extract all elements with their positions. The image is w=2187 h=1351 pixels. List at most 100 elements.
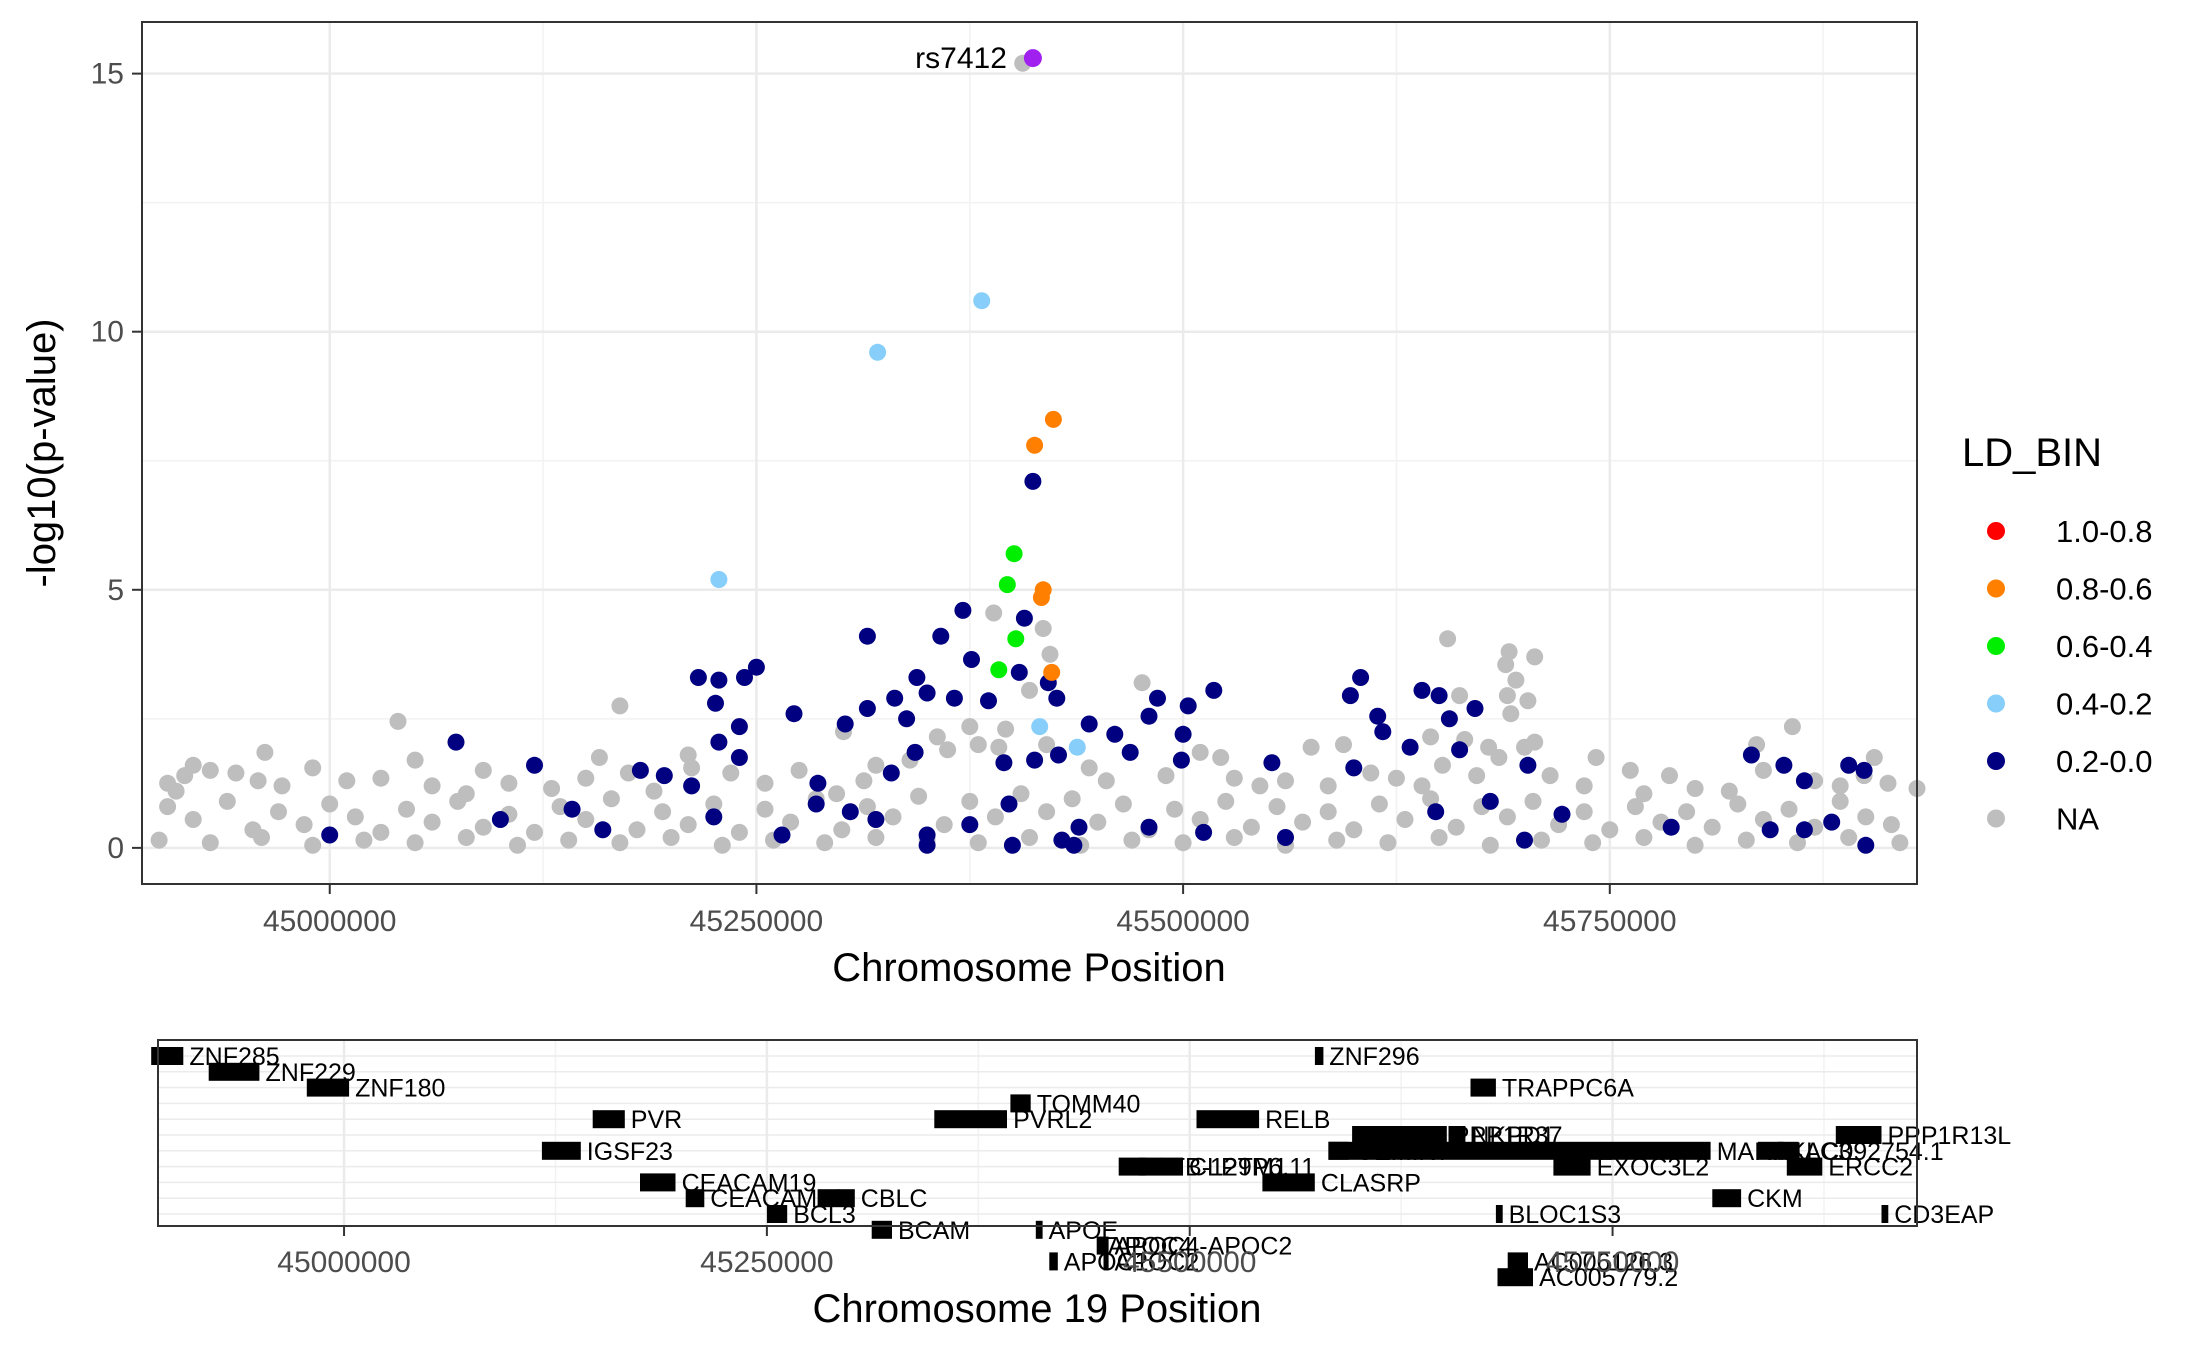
gene-x-axis-ticks: 45000000 45250000 45500000 45750000 bbox=[277, 1226, 1679, 1279]
data-point bbox=[611, 834, 629, 852]
gene-bar bbox=[1314, 1047, 1324, 1065]
gene-bar bbox=[1712, 1189, 1742, 1208]
x-tick-label: 45000000 bbox=[263, 905, 396, 938]
data-point bbox=[707, 694, 724, 712]
gene-bar bbox=[1786, 1157, 1823, 1176]
data-point bbox=[908, 669, 926, 686]
gene-bar bbox=[685, 1189, 705, 1208]
data-point bbox=[1294, 813, 1312, 831]
data-point bbox=[449, 792, 467, 810]
gene-bar bbox=[871, 1220, 892, 1239]
data-point bbox=[710, 571, 728, 588]
data-point bbox=[1729, 795, 1747, 813]
gene-bar bbox=[766, 1205, 788, 1223]
legend-key bbox=[1987, 637, 2005, 655]
data-point bbox=[1341, 687, 1359, 705]
data-point bbox=[1328, 831, 1346, 849]
data-point bbox=[1466, 700, 1484, 717]
data-point bbox=[1533, 831, 1550, 849]
data-point bbox=[1007, 630, 1025, 648]
data-point bbox=[1024, 472, 1042, 490]
data-point bbox=[1212, 749, 1230, 766]
data-point bbox=[423, 777, 441, 795]
gene-label: BLOC1S3 bbox=[1509, 1201, 1622, 1229]
data-point bbox=[910, 787, 928, 805]
data-point bbox=[1413, 681, 1431, 699]
data-point bbox=[1191, 743, 1209, 761]
gene-bar bbox=[1096, 1236, 1102, 1255]
data-point bbox=[995, 754, 1013, 772]
data-point bbox=[710, 671, 728, 689]
plot-panel-border bbox=[141, 21, 1918, 885]
data-point bbox=[1205, 681, 1223, 699]
data-point bbox=[867, 811, 885, 828]
data-point bbox=[346, 808, 364, 826]
data-point bbox=[1451, 741, 1469, 759]
data-point bbox=[1263, 754, 1281, 772]
data-point bbox=[176, 767, 194, 785]
gene-bar bbox=[541, 1141, 581, 1160]
data-point bbox=[1166, 800, 1184, 818]
legend-key bbox=[1987, 809, 2005, 828]
data-point bbox=[1268, 798, 1286, 816]
data-point bbox=[1149, 689, 1166, 707]
data-point bbox=[543, 780, 561, 797]
data-point bbox=[474, 818, 492, 836]
data-point bbox=[1430, 687, 1448, 705]
gene-x-tick-label: 45000000 bbox=[277, 1246, 410, 1279]
data-point bbox=[785, 705, 803, 723]
data-point bbox=[1050, 746, 1067, 764]
gene-label: APOC4-APOC2 bbox=[1115, 1233, 1293, 1261]
data-point bbox=[526, 756, 543, 774]
x-tick-label: 45750000 bbox=[1543, 905, 1676, 938]
data-point bbox=[150, 831, 168, 849]
data-point bbox=[1783, 718, 1801, 736]
data-point bbox=[1498, 687, 1516, 705]
data-point bbox=[1251, 777, 1269, 795]
data-point bbox=[997, 720, 1015, 738]
data-point bbox=[1157, 767, 1175, 785]
data-point bbox=[321, 826, 339, 844]
data-point bbox=[1401, 738, 1419, 756]
data-point bbox=[969, 834, 987, 852]
gene-label: RELB bbox=[1265, 1106, 1330, 1134]
data-point bbox=[1370, 795, 1388, 813]
data-point bbox=[1440, 710, 1458, 728]
data-point bbox=[932, 627, 950, 645]
gene-bar bbox=[1262, 1173, 1315, 1192]
y-axis-ticks: 0 5 10 15 bbox=[91, 58, 142, 865]
data-point bbox=[1302, 738, 1320, 756]
data-point bbox=[990, 738, 1008, 756]
x-axis-ticks: 45000000 45250000 45500000 45750000 bbox=[263, 884, 1677, 938]
gene-bar bbox=[1448, 1126, 1466, 1144]
data-point bbox=[1451, 687, 1469, 705]
gene-bar bbox=[1010, 1094, 1031, 1113]
data-point bbox=[1041, 645, 1059, 663]
data-point bbox=[1362, 764, 1380, 782]
y-tick-label: 10 bbox=[91, 316, 124, 349]
data-point bbox=[986, 808, 1004, 826]
data-point bbox=[1678, 803, 1696, 821]
data-point bbox=[218, 792, 236, 810]
data-point bbox=[1133, 674, 1151, 692]
data-point bbox=[1831, 792, 1849, 810]
data-point bbox=[1553, 805, 1571, 823]
gene-bar bbox=[1035, 1220, 1043, 1239]
data-point bbox=[1575, 777, 1593, 795]
gene-label: AC005779.2 bbox=[1539, 1264, 1678, 1292]
plot-panel-background bbox=[142, 22, 1917, 884]
data-point bbox=[1447, 818, 1465, 836]
data-point bbox=[1840, 756, 1858, 774]
gene-bar bbox=[1507, 1252, 1528, 1271]
data-point bbox=[1775, 756, 1793, 774]
data-point bbox=[1031, 718, 1049, 736]
data-point bbox=[1172, 751, 1190, 769]
legend-items: 1.0-0.8 0.8-0.6 0.6-0.4 0.4-0.2 0.2-0.0 NA bbox=[1987, 514, 2153, 837]
x-axis-title: Chromosome Position bbox=[832, 946, 1226, 990]
x-tick-label: 45250000 bbox=[690, 905, 823, 938]
data-point bbox=[747, 658, 765, 676]
y-tick-label: 15 bbox=[91, 58, 124, 91]
gene-label: APOC4 bbox=[1108, 1233, 1193, 1261]
legend-key bbox=[1987, 522, 2005, 540]
